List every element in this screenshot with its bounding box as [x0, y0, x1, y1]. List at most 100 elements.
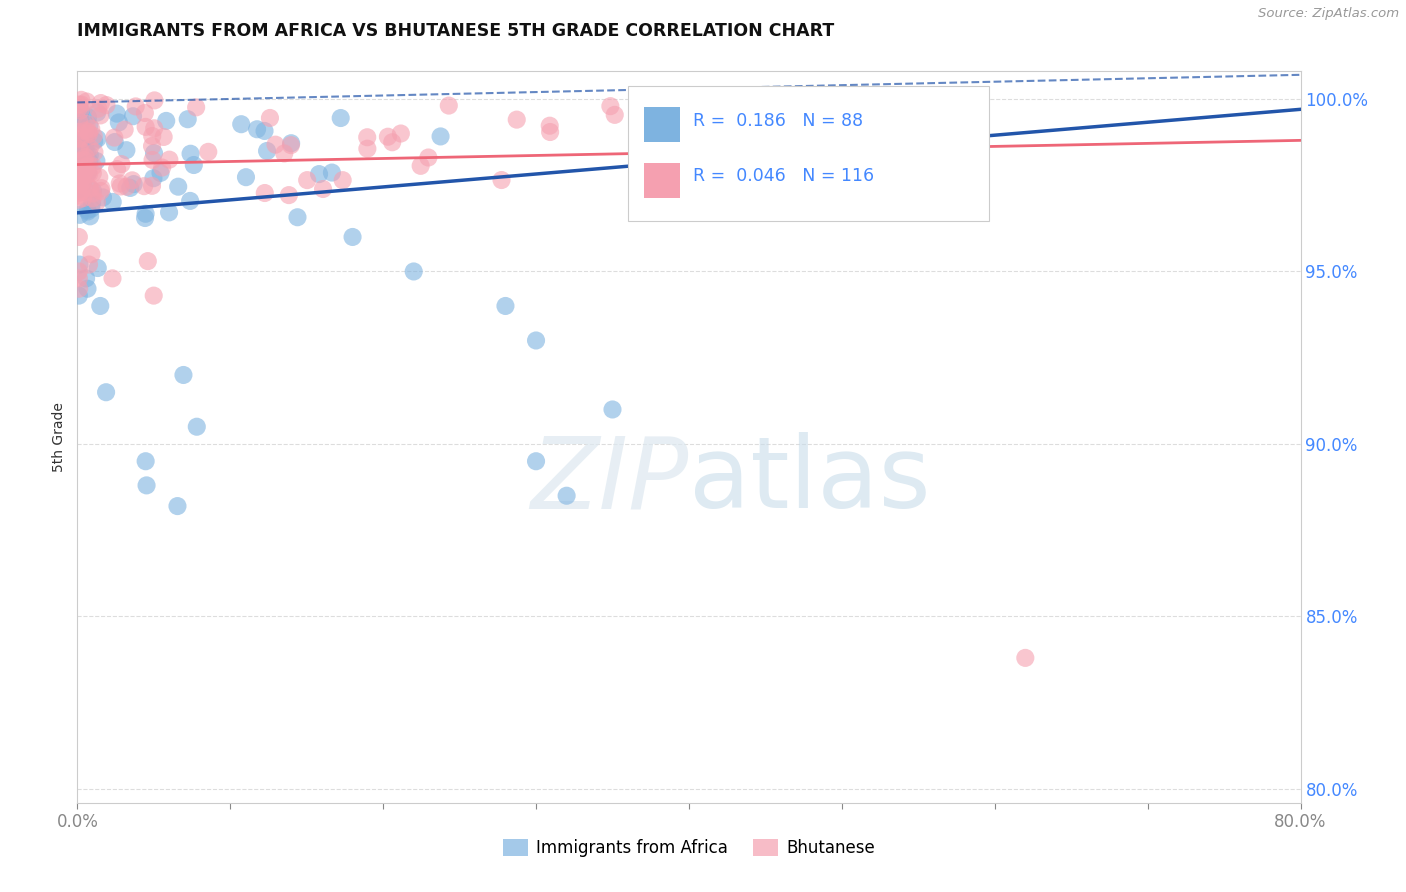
Point [105, 106, 128, 120]
Point [67, 125, 90, 139]
Point [186, 100, 208, 114]
Point [197, 145, 219, 159]
Text: IMMIGRANTS FROM AFRICA VS BHUTANESE 5TH GRADE CORRELATION CHART: IMMIGRANTS FROM AFRICA VS BHUTANESE 5TH … [77, 22, 835, 40]
Point [69, 138, 91, 153]
Point [89, 108, 111, 122]
Point [141, 139, 163, 153]
Point [122, 177, 145, 191]
FancyBboxPatch shape [628, 86, 988, 221]
Text: atlas: atlas [689, 433, 931, 530]
Point [72, 175, 94, 189]
Point [67, 271, 90, 285]
Point [82, 166, 104, 180]
Point [136, 254, 159, 268]
Point [101, 271, 124, 285]
Point [142, 288, 165, 302]
Point [75, 131, 97, 145]
Point [86, 153, 108, 168]
Point [754, 128, 776, 142]
Point [172, 368, 194, 382]
Point [120, 181, 142, 195]
Point [186, 419, 208, 434]
Point [603, 108, 626, 122]
Point [89, 299, 111, 313]
Point [141, 178, 163, 193]
Point [179, 194, 201, 208]
Point [108, 115, 131, 129]
Point [80, 202, 103, 216]
Point [166, 499, 188, 513]
Point [69, 173, 91, 187]
Point [308, 167, 330, 181]
Point [332, 173, 354, 187]
Point [70, 162, 93, 177]
Point [101, 194, 124, 209]
Point [253, 124, 276, 138]
Point [389, 127, 412, 141]
Point [167, 179, 190, 194]
Point [329, 111, 352, 125]
Point [69, 132, 91, 146]
Point [86, 195, 108, 210]
Point [67, 175, 90, 189]
Point [69, 208, 91, 222]
Point [67, 160, 90, 174]
Point [859, 172, 882, 186]
Point [142, 171, 165, 186]
Point [125, 99, 148, 113]
Point [75, 150, 97, 164]
Point [67, 142, 90, 156]
Point [402, 264, 425, 278]
Point [77, 158, 100, 172]
Point [280, 136, 302, 151]
Point [73, 164, 96, 178]
Point [104, 135, 127, 149]
Point [72, 169, 94, 183]
Point [72, 178, 94, 192]
Point [67, 188, 90, 202]
Point [75, 271, 97, 285]
Point [83, 134, 105, 148]
Point [67, 288, 90, 302]
Point [76, 282, 98, 296]
Point [76, 204, 98, 219]
Point [77, 110, 100, 124]
Point [70, 162, 93, 177]
Point [377, 129, 399, 144]
FancyBboxPatch shape [644, 162, 681, 198]
Point [264, 137, 287, 152]
Point [70, 185, 93, 199]
Point [70, 93, 93, 107]
Point [89, 170, 111, 185]
Point [524, 454, 547, 468]
Point [418, 151, 440, 165]
Point [429, 129, 451, 144]
Point [67, 101, 90, 115]
Legend: Immigrants from Africa, Bhutanese: Immigrants from Africa, Bhutanese [496, 832, 882, 864]
Point [67, 167, 90, 181]
Point [69, 153, 91, 168]
Point [880, 115, 903, 129]
Point [80, 196, 103, 211]
Point [67, 264, 90, 278]
Point [1014, 651, 1036, 665]
Point [69, 161, 91, 175]
Text: R =  0.186   N = 88: R = 0.186 N = 88 [693, 112, 863, 130]
Point [67, 193, 90, 207]
Point [67, 131, 90, 145]
Point [77, 258, 100, 272]
Point [87, 102, 110, 116]
Point [183, 158, 205, 172]
Point [105, 162, 128, 177]
Point [77, 167, 100, 181]
Point [69, 258, 91, 272]
Point [77, 165, 100, 179]
Point [235, 170, 257, 185]
Point [312, 182, 335, 196]
Point [524, 334, 547, 348]
Point [69, 176, 91, 190]
Point [82, 184, 104, 198]
Point [110, 179, 132, 194]
Point [491, 173, 513, 187]
Point [83, 128, 105, 143]
